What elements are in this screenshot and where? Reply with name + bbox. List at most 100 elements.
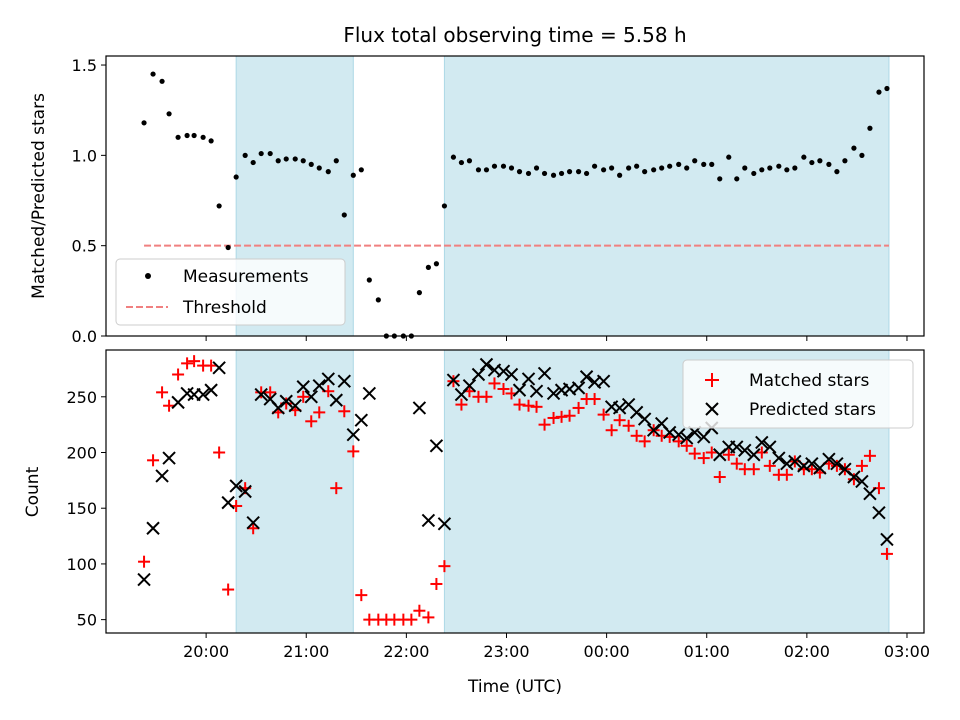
bottom-axes-frame bbox=[105, 349, 925, 634]
measurement-point bbox=[516, 169, 523, 175]
measurement-point bbox=[558, 170, 565, 177]
matched-star-point bbox=[430, 577, 443, 590]
measurement-point bbox=[283, 156, 289, 162]
measurement-point bbox=[676, 161, 682, 167]
measurement-points bbox=[141, 71, 890, 339]
measurement-point bbox=[717, 176, 723, 182]
predicted-star-point bbox=[755, 435, 769, 450]
matched-star-point bbox=[563, 409, 576, 422]
matched-star-point bbox=[513, 398, 526, 411]
predicted-star-point bbox=[421, 513, 436, 528]
measurement-point bbox=[242, 152, 248, 158]
matched-star-point bbox=[480, 390, 493, 403]
matched-star-point bbox=[497, 382, 510, 395]
matched-star-point bbox=[622, 419, 635, 432]
measurement-point bbox=[742, 165, 748, 171]
predicted-star-point bbox=[772, 451, 786, 465]
predicted-star-point bbox=[329, 393, 343, 407]
predicted-star-point bbox=[254, 387, 268, 402]
measurement-point bbox=[809, 159, 815, 166]
matched-star-point bbox=[863, 449, 876, 462]
matched-star-point bbox=[330, 482, 343, 495]
measurement-point bbox=[491, 163, 498, 169]
measurement-point bbox=[867, 125, 873, 131]
measurement-point bbox=[533, 165, 540, 171]
predicted-star-point bbox=[855, 474, 869, 489]
x-tick-label: 02:00 bbox=[784, 642, 830, 661]
measurement-point bbox=[667, 163, 673, 169]
predicted-star-point bbox=[162, 451, 176, 465]
measurement-point bbox=[191, 132, 197, 139]
predicted-star-point bbox=[730, 440, 744, 454]
measurement-point bbox=[550, 172, 557, 178]
predicted-star-point bbox=[446, 373, 461, 387]
predicted-star-point bbox=[880, 532, 894, 547]
measurement-point bbox=[150, 71, 156, 77]
bottom-legend-box bbox=[682, 359, 914, 429]
matched-star-point bbox=[338, 405, 351, 418]
measurement-point bbox=[859, 152, 865, 158]
predicted-star-point bbox=[321, 372, 335, 386]
predicted-star-point bbox=[847, 470, 861, 484]
measurement-point bbox=[375, 297, 381, 303]
x-tick-label: 01:00 bbox=[684, 642, 730, 661]
measurement-point bbox=[692, 158, 698, 164]
matched-star-point bbox=[422, 611, 435, 624]
predicted-star-point bbox=[872, 505, 886, 520]
matched-star-point bbox=[147, 454, 160, 467]
predicted-star-point bbox=[288, 399, 302, 413]
measurement-point bbox=[500, 163, 507, 169]
predicted-star-point bbox=[822, 452, 836, 466]
bottom-y-tick-label: 250 bbox=[66, 388, 97, 407]
measurement-point bbox=[826, 161, 832, 167]
bottom-y-tick-label: 150 bbox=[66, 499, 97, 518]
predicted-star-point bbox=[471, 367, 486, 382]
predicted-star-point bbox=[155, 469, 169, 483]
measurement-point bbox=[541, 170, 548, 177]
measurement-point bbox=[851, 145, 857, 151]
measurements-legend-marker bbox=[145, 273, 151, 279]
matched-star-point bbox=[697, 452, 710, 465]
predicted-star-point bbox=[346, 427, 361, 442]
bottom-y-axis: 50 100 150 200 250 bbox=[66, 388, 106, 630]
matched-star-point bbox=[538, 418, 551, 431]
legend-predicted-label: Predicted stars bbox=[749, 400, 876, 420]
matched-star-point bbox=[638, 435, 651, 448]
top-legend: Measurements Threshold bbox=[115, 258, 346, 326]
measurement-point bbox=[508, 165, 515, 171]
measurement-point bbox=[466, 158, 473, 164]
measurement-point bbox=[200, 134, 206, 140]
measurement-point bbox=[184, 132, 190, 139]
predicted-star-point bbox=[579, 370, 594, 384]
matched-star-point bbox=[138, 555, 151, 568]
measurement-point bbox=[159, 78, 165, 84]
predicted-star-point bbox=[763, 440, 777, 454]
matched-star-point bbox=[213, 446, 226, 459]
measurement-point bbox=[416, 290, 422, 296]
predicted-star-point bbox=[496, 364, 511, 378]
measurement-point bbox=[591, 163, 598, 169]
shaded-region bbox=[443, 55, 890, 337]
predicted-star-point bbox=[204, 383, 218, 397]
matched-star-point bbox=[205, 359, 218, 372]
measurement-point bbox=[267, 150, 273, 157]
measurement-point bbox=[634, 163, 640, 169]
matched-star-point bbox=[222, 583, 235, 596]
measurement-point bbox=[626, 165, 632, 171]
predicted-star-point bbox=[529, 384, 544, 398]
matched-star-point bbox=[264, 386, 277, 399]
top-shaded-regions bbox=[235, 55, 890, 337]
predicted-star-point bbox=[738, 443, 752, 457]
measurement-point bbox=[651, 167, 657, 173]
matched-star-point bbox=[455, 398, 468, 411]
x-tick-label: 23:00 bbox=[483, 642, 529, 661]
measurement-point bbox=[316, 165, 322, 171]
matched-star-point bbox=[247, 522, 260, 535]
predicted-star-point bbox=[196, 387, 210, 402]
measurement-point bbox=[300, 158, 306, 164]
predicted-star-point bbox=[805, 456, 819, 471]
measurement-point bbox=[141, 120, 147, 126]
measurement-point bbox=[433, 261, 440, 267]
top-y-axis-label: Matched/Predicted stars bbox=[29, 93, 49, 299]
